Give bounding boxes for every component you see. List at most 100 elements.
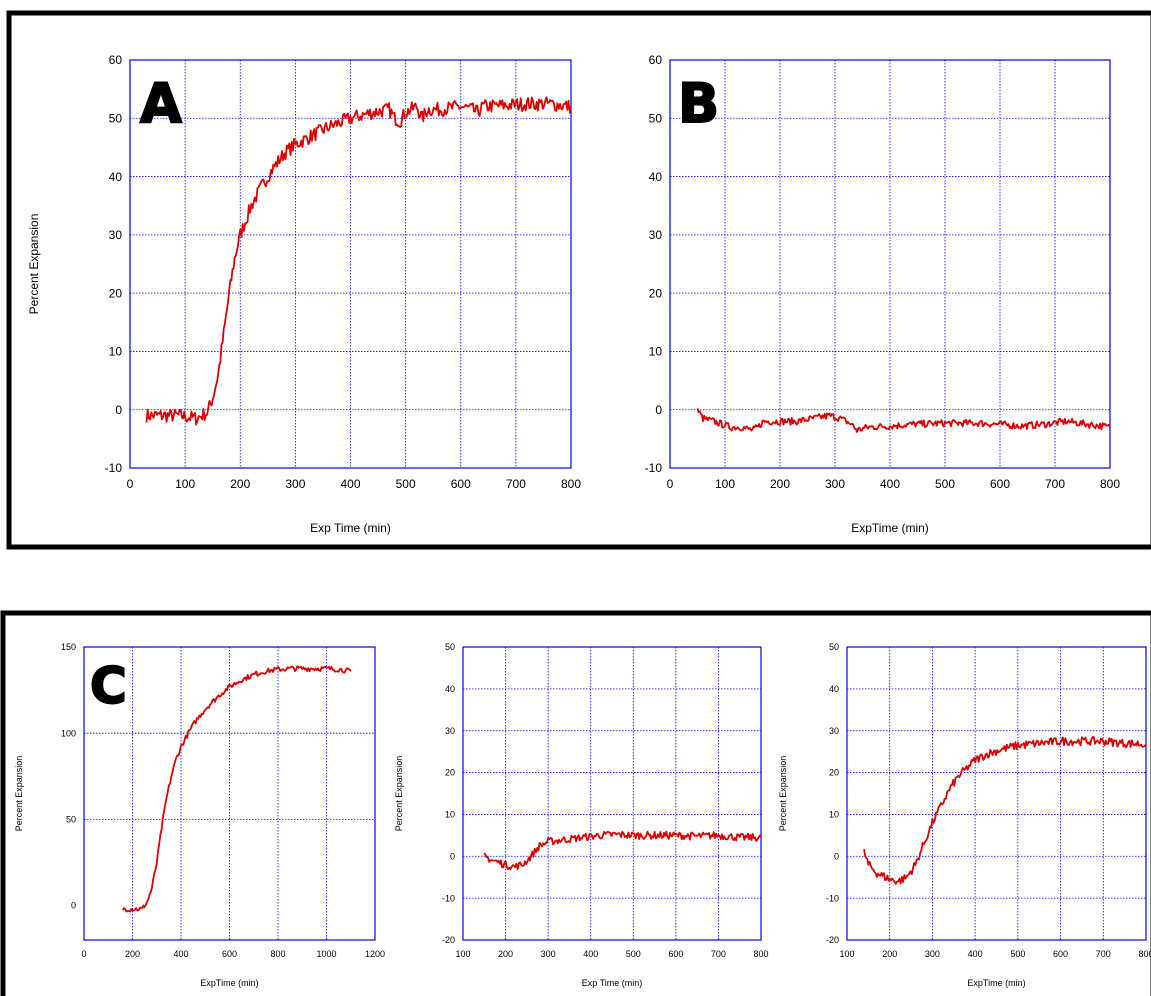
x-tick-label: 0 [667,477,674,491]
y-tick-label: 20 [109,286,123,300]
x-tick-label: 800 [270,949,285,959]
x-tick-label: 300 [925,949,940,959]
plot-area-border [83,646,376,941]
plot-area-border [462,646,762,941]
x-tick-label: 200 [125,949,140,959]
x-tick-label: 500 [935,477,955,491]
y-tick-label: 0 [115,403,122,417]
x-tick-label: 600 [222,949,237,959]
x-tick-label: 300 [825,477,845,491]
x-tick-label: 1200 [365,949,385,959]
y-tick-label: 50 [445,642,455,652]
y-tick-label: 30 [445,726,455,736]
y-axis-label: Percent Expansion [394,756,404,832]
x-tick-label: 500 [396,477,416,491]
x-tick-label: 600 [668,949,683,959]
x-tick-label: 800 [1138,949,1151,959]
chart-panel-b: 0 100 200 300 400 500 600 700 800 -10 0 10 20 30 40 50 6… [645,53,1121,535]
series-line [863,736,1147,885]
y-tick-label: 10 [445,810,455,820]
y-tick-label: 30 [649,228,663,242]
x-axis-label: ExpTime (min) [200,978,258,988]
x-axis-label: Exp Time (min) [310,521,391,535]
x-tick-label: 300 [541,949,556,959]
x-tick-label: 300 [285,477,305,491]
y-tick-label: 20 [829,768,839,778]
y-tick-label: -10 [442,893,455,903]
x-tick-label: 500 [626,949,641,959]
chart-panel-c-1: 0 200 400 600 800 1000 1200 0 50 100 150 ExpTime (m… [14,642,385,988]
x-tick-label: 200 [498,949,513,959]
y-tick-label: 60 [109,53,123,67]
x-tick-label: 100 [175,477,195,491]
x-tick-label: 400 [968,949,983,959]
x-tick-label: 500 [1010,949,1025,959]
x-tick-label: 100 [715,477,735,491]
y-tick-label: 50 [66,815,76,825]
chart-panel-c-2: 100 200 300 400 500 600 700 800 -20 -10 0 10 20 30 40 5… [394,642,769,988]
y-tick-label: -10 [645,461,663,475]
panel-letter-label: B [678,72,719,135]
y-tick-label: 30 [829,726,839,736]
y-tick-label: 0 [655,403,662,417]
panel-letter-label: A [140,72,182,135]
x-axis-label: Exp Time (min) [582,978,643,988]
x-tick-label: 400 [173,949,188,959]
y-axis-label: Percent Expansion [778,756,788,832]
x-tick-label: 800 [753,949,768,959]
x-tick-label: 1000 [316,949,336,959]
y-tick-label: 150 [61,642,76,652]
y-tick-label: 40 [109,170,123,184]
x-tick-label: 700 [1096,949,1111,959]
chart-panel-a: 0 100 200 300 400 500 600 700 800 -10 0 10 20 30 40 50 6… [27,53,581,535]
y-tick-label: -20 [442,935,455,945]
x-tick-label: 400 [880,477,900,491]
y-tick-label: 60 [649,53,663,67]
y-tick-label: 0 [450,851,455,861]
x-tick-label: 800 [561,477,581,491]
x-axis-label: ExpTime (min) [851,521,929,535]
y-tick-label: 0 [834,851,839,861]
y-tick-label: 40 [829,684,839,694]
plot-area-border [846,646,1147,941]
x-tick-label: 700 [506,477,526,491]
x-tick-label: 200 [770,477,790,491]
y-tick-label: 0 [71,901,76,911]
chart-panel-c-3: 100 200 300 400 500 600 700 800 -20 -10 0 10 20 30 40 5… [778,642,1151,988]
y-tick-label: 100 [61,728,76,738]
x-tick-label: 700 [711,949,726,959]
y-tick-label: 50 [109,111,123,125]
y-tick-label: -10 [826,893,839,903]
y-tick-label: 10 [109,345,123,359]
panel-letter-label: C [90,657,127,715]
x-tick-label: 800 [1100,477,1120,491]
x-tick-label: 400 [340,477,360,491]
x-tick-label: 600 [451,477,471,491]
x-tick-label: 0 [81,949,86,959]
plot-area-border [129,59,572,469]
series-line [145,96,572,426]
x-tick-label: 0 [127,477,134,491]
series-line [696,408,1111,433]
x-tick-label: 400 [583,949,598,959]
y-tick-label: 10 [829,810,839,820]
y-tick-label: 40 [649,170,663,184]
x-axis-label: ExpTime (min) [967,978,1025,988]
y-tick-label: 10 [649,345,663,359]
series-line [122,665,352,913]
y-tick-label: 20 [445,768,455,778]
x-tick-label: 200 [882,949,897,959]
x-tick-label: 200 [230,477,250,491]
frame-top [6,10,1151,550]
x-tick-label: 600 [1053,949,1068,959]
y-tick-label: -10 [105,461,123,475]
y-tick-label: 50 [829,642,839,652]
y-tick-label: 20 [649,286,663,300]
x-tick-label: 700 [1045,477,1065,491]
y-tick-label: -20 [826,935,839,945]
x-tick-label: 100 [839,949,854,959]
series-line [483,830,762,871]
x-tick-label: 600 [990,477,1010,491]
x-tick-label: 100 [455,949,470,959]
